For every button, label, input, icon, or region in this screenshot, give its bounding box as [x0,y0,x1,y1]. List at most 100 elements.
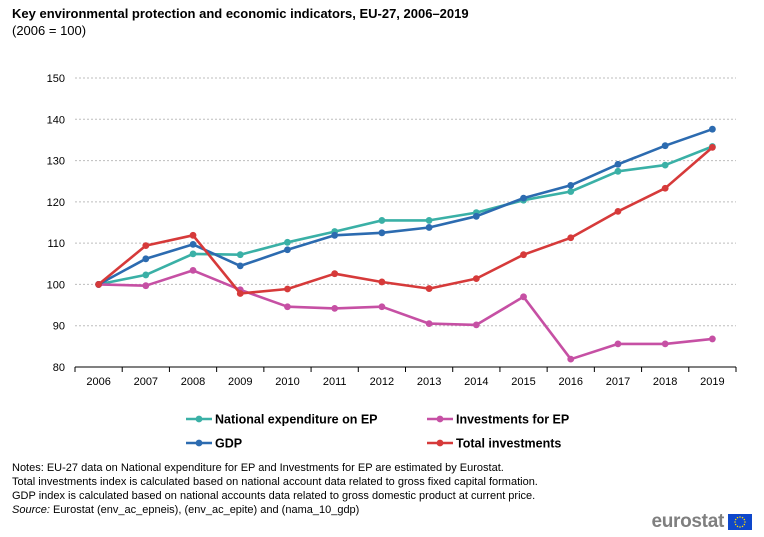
data-point [472,321,480,329]
legend-swatch-marker [436,415,444,423]
flag-star [736,516,739,519]
y-tick-label: 150 [47,73,65,85]
data-point [614,160,622,168]
series-line [97,127,713,286]
data-point [189,240,197,248]
data-point [567,355,575,363]
note-line-1: Notes: EU-27 data on National expenditur… [12,462,504,474]
data-point [284,303,291,311]
legend-label: National expenditure on EP [215,413,378,427]
x-tick-label: 2016 [559,376,583,388]
data-point [567,188,575,195]
data-point [142,255,150,263]
data-point [425,224,433,231]
data-point [661,184,669,192]
y-tick-label: 100 [47,279,65,291]
logo-text: eurostat [651,511,724,532]
data-point [520,194,527,202]
chart-title: Key environmental protection and economi… [12,6,469,21]
legend-label: GDP [215,437,242,451]
data-point [236,251,244,259]
data-point [472,275,480,283]
data-point [661,340,669,348]
x-tick-label: 2007 [134,376,158,388]
flag-star [734,521,736,523]
data-point [331,231,339,239]
data-point [236,290,244,297]
data-point [520,293,527,301]
data-point [425,217,433,224]
data-point [236,262,244,270]
data-point [425,285,433,292]
flag-star [739,516,741,518]
series-line [98,145,713,286]
data-point [189,231,197,239]
data-point [472,212,480,220]
data-point [189,266,197,274]
series-line [98,269,713,361]
eu-flag-icon [728,514,752,530]
x-tick-label: 2006 [86,376,110,388]
flag-star [741,516,744,519]
chart-subtitle: (2006 = 100) [12,23,87,38]
data-point [378,229,386,237]
data-point [142,271,150,279]
legend-label: Total investments [456,437,561,451]
x-tick-label: 2018 [653,376,677,388]
x-tick-label: 2009 [228,376,252,388]
series-investments-for-ep [95,266,716,363]
x-tick-label: 2017 [606,376,630,388]
x-tick-label: 2013 [417,376,441,388]
data-point [284,285,291,293]
chart-series [95,125,716,363]
data-point [378,303,386,311]
data-point [142,242,150,250]
series-total-investments [95,143,716,297]
note-line-3: GDP index is calculated based on nationa… [12,490,536,502]
legend-item: Investments for EP [427,413,569,427]
data-point [708,143,716,151]
legend-item: Total investments [427,437,561,451]
legend-swatch-marker [436,439,444,447]
y-tick-label: 130 [47,156,65,168]
data-point [331,304,339,312]
data-point [520,251,527,259]
data-point [425,320,433,328]
data-point [708,335,716,343]
data-point [708,125,716,133]
data-point [661,161,669,169]
legend-item: National expenditure on EP [186,413,378,427]
x-tick-label: 2011 [323,376,347,388]
data-point [567,234,575,242]
data-point [284,246,291,254]
source-text: Eurostat (env_ac_epneis), (env_ac_epite)… [49,504,360,516]
data-point [567,181,575,189]
data-point [378,278,386,286]
x-tick-label: 2019 [700,376,724,388]
data-point [142,282,150,290]
eurostat-logo[interactable]: eurostat [651,511,752,533]
data-point [189,250,197,258]
y-tick-label: 90 [53,321,65,333]
legend-swatch-marker [195,439,203,447]
series-line [97,146,714,295]
notes: Notes: EU-27 data on National expenditur… [12,461,538,517]
flag-star [741,525,744,528]
legend-swatch-marker [195,415,203,423]
x-tick-label: 2014 [464,376,488,388]
y-tick-label: 140 [47,114,65,126]
legend-item: GDP [186,437,242,451]
source-label: Source: [12,504,50,516]
flag-star [743,523,746,526]
y-tick-label: 110 [47,238,65,250]
x-tick-label: 2015 [511,376,535,388]
data-point [331,270,339,278]
y-tick-label: 120 [47,197,65,209]
legend-label: Investments for EP [456,413,569,427]
y-tick-label: 80 [53,362,65,374]
flag-star [739,526,741,528]
series-gdp [95,125,716,288]
data-point [284,238,291,246]
source-line: Source: Eurostat (env_ac_epneis), (env_a… [12,503,538,517]
